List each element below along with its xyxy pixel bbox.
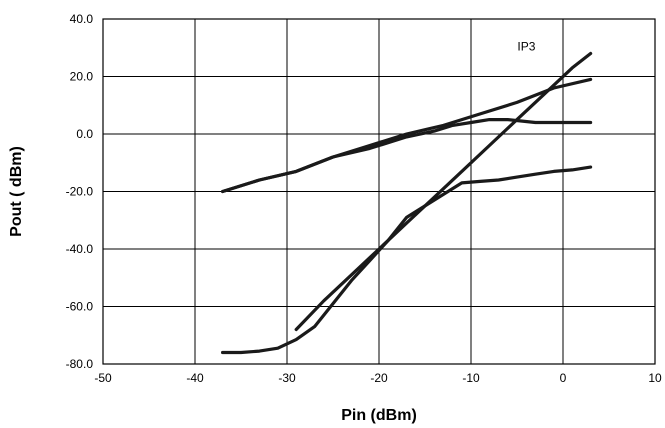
- series-line-3: [294, 51, 593, 332]
- x-axis-title: Pin (dBm): [341, 407, 417, 424]
- series-line-2: [221, 117, 593, 194]
- x-tick-label: 0: [560, 371, 567, 385]
- y-tick-label: 40.0: [70, 12, 94, 26]
- plot-frame: [102, 18, 656, 365]
- series-line-4: [221, 165, 593, 355]
- y-tick-label: 0.0: [76, 127, 93, 141]
- y-tick-label: -80.0: [66, 357, 94, 371]
- x-tick-label: -40: [186, 371, 204, 385]
- x-tick-label: -20: [370, 371, 388, 385]
- annotation-label: IP3: [517, 40, 535, 54]
- x-tick-label: -30: [278, 371, 296, 385]
- x-tick-label: 10: [648, 371, 662, 385]
- y-tick-label: -40.0: [66, 242, 94, 256]
- x-tick-label: -10: [462, 371, 480, 385]
- y-tick-label: -60.0: [66, 300, 94, 314]
- y-tick-label: -20.0: [66, 185, 94, 199]
- series-lines: [221, 51, 593, 355]
- y-tick-label: 20.0: [70, 70, 94, 84]
- tick-labels: -50 -40 -30 -20 -10 0 10 -80.0 -60.0 -40.0 -20.0 0.…: [66, 12, 662, 385]
- grid: [102, 18, 656, 365]
- x-tick-label: -50: [94, 371, 112, 385]
- y-axis-title: Pout ( dBm): [8, 146, 25, 237]
- annotations: IP3: [517, 40, 535, 54]
